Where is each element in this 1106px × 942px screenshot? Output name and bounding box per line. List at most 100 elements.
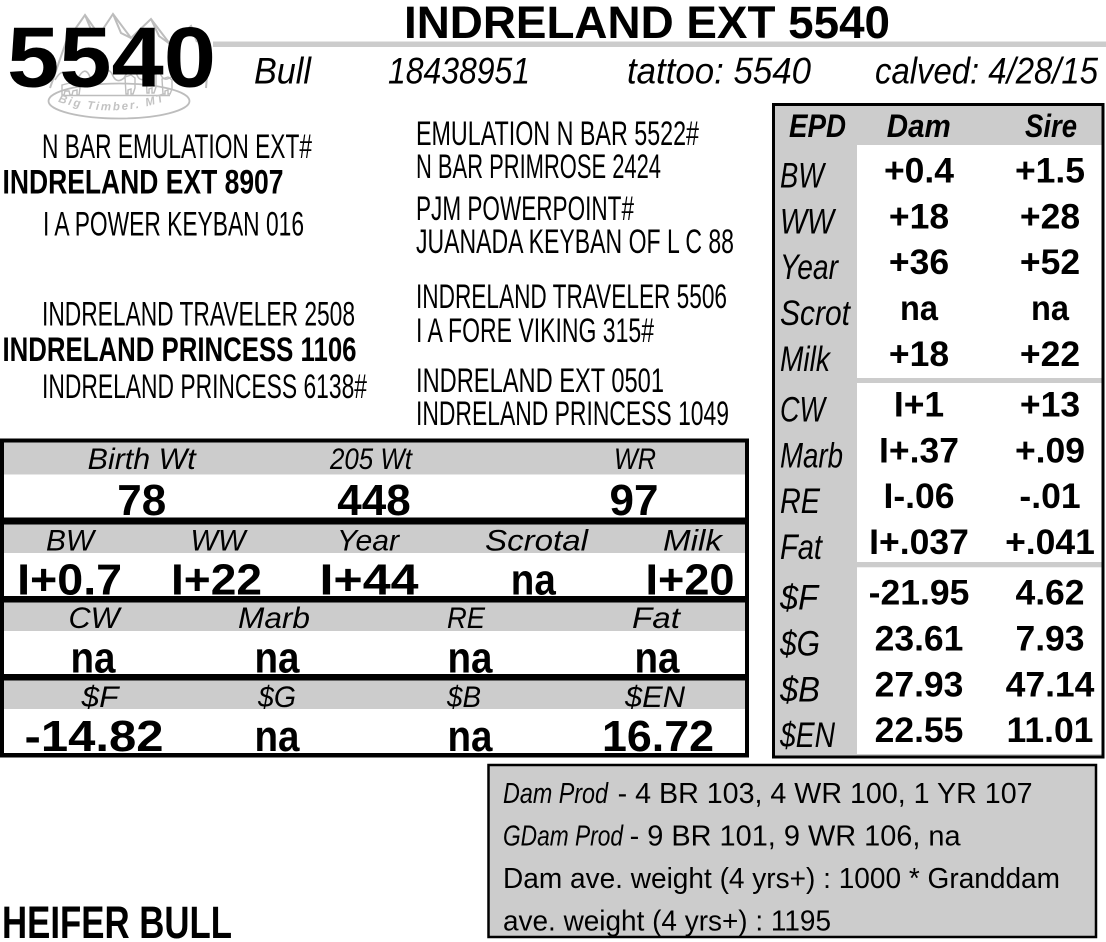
svg-text:WR: WR xyxy=(614,443,656,476)
svg-text:tattoo: 5540: tattoo: 5540 xyxy=(627,51,811,92)
svg-text:na: na xyxy=(255,712,300,761)
svg-text:na: na xyxy=(448,712,493,761)
svg-text:INDRELAND PRINCESS 6138#: INDRELAND PRINCESS 6138# xyxy=(42,368,367,406)
svg-text:EMULATION N BAR 5522#: EMULATION N BAR 5522# xyxy=(416,115,699,153)
svg-text:CW: CW xyxy=(780,390,827,429)
svg-text:$B: $B xyxy=(779,670,820,709)
svg-text:na: na xyxy=(448,634,493,683)
svg-text:+0.4: +0.4 xyxy=(884,150,954,190)
svg-text:I+0.7: I+0.7 xyxy=(17,556,122,605)
svg-text:Birth Wt: Birth Wt xyxy=(88,443,198,476)
svg-text:WW: WW xyxy=(191,525,249,558)
svg-text:+36: +36 xyxy=(889,242,949,282)
svg-text:448: 448 xyxy=(337,476,410,525)
svg-text:- 4 BR 103, 4 WR 100, 1 YR 107: - 4 BR 103, 4 WR 100, 1 YR 107 xyxy=(618,778,1033,810)
svg-text:Sire: Sire xyxy=(1025,108,1077,144)
svg-text:$F: $F xyxy=(779,579,820,618)
svg-text:27.93: 27.93 xyxy=(875,664,964,704)
svg-text:WW: WW xyxy=(780,202,836,241)
svg-text:I+1: I+1 xyxy=(894,384,944,424)
svg-text:$B: $B xyxy=(446,681,481,714)
svg-text:I A FORE VIKING 315#: I A FORE VIKING 315# xyxy=(416,312,654,350)
svg-text:calved: 4/28/15: calved: 4/28/15 xyxy=(875,51,1098,92)
svg-text:INDRELAND TRAVELER 2508: INDRELAND TRAVELER 2508 xyxy=(42,296,355,334)
svg-text:4.62: 4.62 xyxy=(1015,573,1084,613)
svg-text:I+.37: I+.37 xyxy=(879,430,959,470)
svg-text:Milk: Milk xyxy=(780,340,831,379)
svg-text:78: 78 xyxy=(117,476,166,525)
svg-text:+13: +13 xyxy=(1020,384,1080,424)
svg-text:16.72: 16.72 xyxy=(602,712,714,761)
svg-text:18438951: 18438951 xyxy=(388,51,530,92)
svg-text:Year: Year xyxy=(780,248,839,287)
svg-text:INDRELAND PRINCESS 1049: INDRELAND PRINCESS 1049 xyxy=(416,395,729,433)
svg-text:+28: +28 xyxy=(1020,196,1080,236)
svg-text:$F: $F xyxy=(80,681,120,714)
svg-text:Dam: Dam xyxy=(887,108,951,144)
svg-text:+18: +18 xyxy=(889,196,949,236)
svg-text:HEIFER BULL: HEIFER BULL xyxy=(2,897,232,942)
svg-text:-.01: -.01 xyxy=(1019,476,1080,516)
svg-text:BW: BW xyxy=(46,525,97,558)
svg-text:Scrotal: Scrotal xyxy=(485,525,589,558)
svg-text:-14.82: -14.82 xyxy=(25,712,164,761)
svg-text:Scrot: Scrot xyxy=(780,294,851,333)
svg-text:GDam Prod: GDam Prod xyxy=(503,821,624,853)
svg-text:na: na xyxy=(635,634,680,683)
svg-text:5540: 5540 xyxy=(7,11,216,106)
svg-text:na: na xyxy=(511,556,556,605)
svg-text:INDRELAND EXT 0501: INDRELAND EXT 0501 xyxy=(416,362,664,400)
svg-text:INDRELAND EXT 8907: INDRELAND EXT 8907 xyxy=(3,164,284,202)
svg-text:+.041: +.041 xyxy=(1005,522,1095,562)
svg-text:RE: RE xyxy=(780,482,821,521)
svg-text:11.01: 11.01 xyxy=(1007,710,1094,750)
svg-text:Fat: Fat xyxy=(632,602,682,635)
svg-text:na: na xyxy=(1031,288,1069,328)
svg-text:JUANADA KEYBAN OF L C 88: JUANADA KEYBAN OF L C 88 xyxy=(416,223,734,261)
svg-text:+1.5: +1.5 xyxy=(1015,150,1085,190)
svg-text:INDRELAND EXT 5540: INDRELAND EXT 5540 xyxy=(404,0,890,48)
svg-text:I+20: I+20 xyxy=(646,556,735,605)
svg-text:-21.95: -21.95 xyxy=(869,573,970,613)
svg-text:RE: RE xyxy=(447,602,486,635)
svg-text:Dam ave. weight (4 yrs+) : 100: Dam ave. weight (4 yrs+) : 1000 * Grandd… xyxy=(503,863,1060,895)
svg-text:Marb: Marb xyxy=(780,436,843,475)
svg-text:ave. weight (4 yrs+) : 1195: ave. weight (4 yrs+) : 1195 xyxy=(503,906,831,938)
svg-text:I A POWER KEYBAN 016: I A POWER KEYBAN 016 xyxy=(43,206,304,244)
svg-text:na: na xyxy=(71,634,116,683)
svg-text:N BAR PRIMROSE 2424: N BAR PRIMROSE 2424 xyxy=(416,148,661,186)
svg-text:23.61: 23.61 xyxy=(875,618,964,658)
svg-text:na: na xyxy=(900,288,938,328)
svg-text:Marb: Marb xyxy=(238,602,310,635)
svg-text:I+.037: I+.037 xyxy=(869,522,969,562)
svg-text:Year: Year xyxy=(337,525,400,558)
svg-text:$EN: $EN xyxy=(779,716,835,755)
svg-text:na: na xyxy=(255,634,300,683)
svg-text:+22: +22 xyxy=(1020,334,1080,374)
svg-text:I-.06: I-.06 xyxy=(883,476,954,516)
svg-text:22.55: 22.55 xyxy=(875,710,964,750)
svg-text:47.14: 47.14 xyxy=(1006,664,1095,704)
svg-text:+18: +18 xyxy=(889,334,949,374)
svg-text:Fat: Fat xyxy=(780,528,823,567)
svg-text:Bull: Bull xyxy=(254,51,313,92)
svg-text:- 9 BR 101, 9 WR 106, na: - 9 BR 101, 9 WR 106, na xyxy=(630,821,962,853)
svg-text:205 Wt: 205 Wt xyxy=(329,443,413,476)
svg-text:BW: BW xyxy=(780,156,826,195)
svg-text:EPD: EPD xyxy=(789,108,846,144)
svg-text:INDRELAND TRAVELER 5506: INDRELAND TRAVELER 5506 xyxy=(416,278,727,316)
svg-text:$G: $G xyxy=(779,624,820,663)
svg-text:PJM POWERPOINT#: PJM POWERPOINT# xyxy=(416,190,634,228)
svg-text:+52: +52 xyxy=(1020,242,1080,282)
svg-text:I+22: I+22 xyxy=(171,556,262,605)
svg-text:I+44: I+44 xyxy=(320,556,420,605)
svg-text:Dam Prod: Dam Prod xyxy=(503,778,609,810)
svg-text:Milk: Milk xyxy=(663,525,724,558)
svg-text:7.93: 7.93 xyxy=(1015,618,1084,658)
svg-text:$EN: $EN xyxy=(624,681,685,714)
svg-text:+.09: +.09 xyxy=(1015,430,1085,470)
svg-text:N BAR EMULATION EXT#: N BAR EMULATION EXT# xyxy=(42,128,312,166)
svg-text:CW: CW xyxy=(69,602,123,635)
svg-text:97: 97 xyxy=(610,476,659,525)
svg-text:INDRELAND PRINCESS 1106: INDRELAND PRINCESS 1106 xyxy=(3,331,357,369)
